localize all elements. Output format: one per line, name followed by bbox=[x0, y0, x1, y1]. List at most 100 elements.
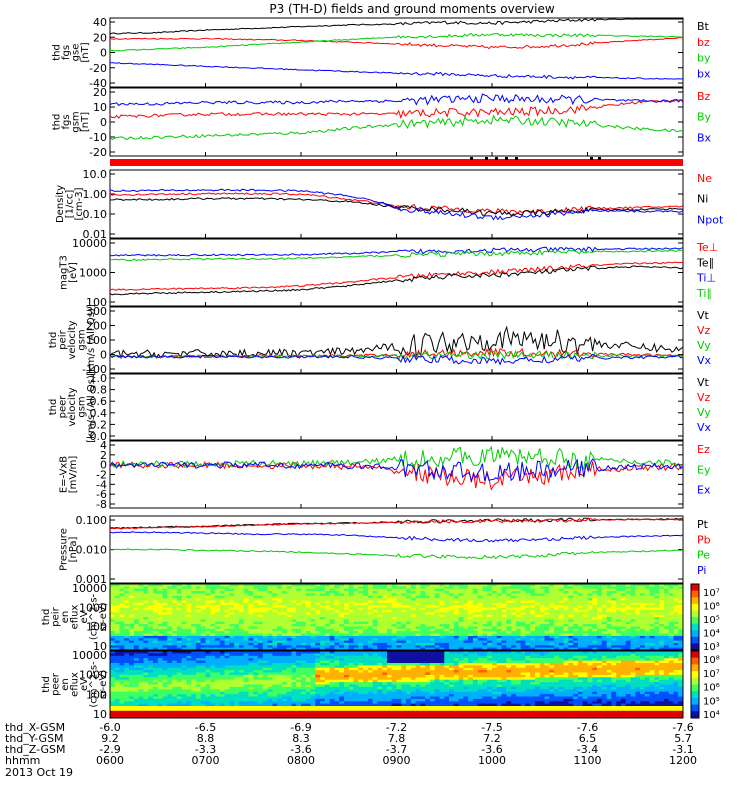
spectrogram-cell bbox=[248, 619, 254, 623]
spectrogram-cell bbox=[200, 677, 206, 681]
spectrogram-cell bbox=[219, 708, 226, 712]
spectrogram-cell bbox=[243, 631, 249, 634]
spectrogram-cell bbox=[224, 595, 230, 599]
spectrogram-cell bbox=[320, 624, 326, 627]
spectrogram-cell bbox=[301, 624, 307, 627]
spectrogram-cell bbox=[597, 647, 603, 651]
spectrogram-cell bbox=[625, 607, 631, 611]
spectrogram-cell bbox=[301, 631, 307, 634]
y-axis-label: eV bbox=[79, 678, 90, 691]
spectrogram-cell bbox=[544, 645, 550, 649]
spectrogram-cell bbox=[238, 612, 245, 616]
spectrogram-cell bbox=[286, 640, 292, 644]
spectrogram-cell bbox=[663, 584, 670, 587]
spectrogram-cell bbox=[162, 617, 168, 620]
spectrogram-cell bbox=[133, 607, 140, 611]
spectrogram-cell bbox=[434, 633, 440, 637]
y-tick-label: 100 bbox=[86, 334, 107, 347]
spectrogram-cell bbox=[630, 593, 636, 597]
spectrogram-cell bbox=[195, 598, 202, 601]
spectrogram-cell bbox=[344, 607, 350, 611]
spectrogram-cell bbox=[363, 602, 369, 606]
spectrogram-cell bbox=[176, 708, 183, 712]
spectrogram-cell bbox=[568, 626, 574, 630]
spectrogram-cell bbox=[248, 694, 254, 697]
y-tick-label: 300 bbox=[86, 305, 107, 318]
spectrogram-cell bbox=[482, 586, 488, 590]
spectrogram-cell bbox=[554, 617, 560, 620]
spectrogram-cell bbox=[420, 602, 426, 606]
spectrogram-cell bbox=[301, 696, 307, 700]
spectrogram-cell bbox=[606, 588, 612, 592]
legend-entry: Ti⊥ bbox=[696, 272, 716, 285]
series-line-Pi bbox=[109, 531, 684, 543]
spectrogram-cell bbox=[320, 682, 326, 685]
spectrogram-cell bbox=[301, 677, 307, 681]
spectrogram-cell bbox=[573, 617, 579, 620]
spectrogram-cell bbox=[406, 642, 412, 646]
y-axis-label: peer bbox=[51, 672, 62, 696]
spectrogram-cell bbox=[195, 588, 202, 592]
spectrogram-cell bbox=[272, 612, 278, 616]
spectrogram-cell bbox=[224, 645, 230, 649]
spectrogram-cell bbox=[215, 591, 221, 594]
spectrogram-cell bbox=[272, 658, 278, 662]
spectrogram-cell bbox=[210, 605, 216, 609]
spectrogram-cell bbox=[110, 638, 116, 642]
spectrogram-cell bbox=[143, 647, 149, 651]
spectrogram-cell bbox=[515, 600, 522, 604]
spectrogram-cell bbox=[286, 628, 292, 632]
spectrogram-cell bbox=[267, 628, 273, 632]
spectrogram-cell bbox=[234, 689, 240, 693]
spectrogram-cell bbox=[162, 689, 168, 693]
spectrogram-cell bbox=[138, 665, 144, 669]
spectrogram-cell bbox=[453, 607, 460, 611]
spectrogram-cell bbox=[272, 674, 278, 678]
spectrogram-cell bbox=[305, 660, 312, 664]
spectrogram-cell bbox=[558, 631, 565, 634]
spectrogram-cell bbox=[272, 670, 278, 673]
spectrogram-cell bbox=[487, 584, 493, 587]
spectrogram-cell bbox=[458, 619, 464, 623]
spectrogram-cell bbox=[238, 698, 245, 702]
spectrogram-cell bbox=[530, 633, 536, 637]
spectrogram-cell bbox=[277, 689, 283, 693]
spectrogram-cell bbox=[195, 694, 202, 697]
spectrogram-cell bbox=[277, 617, 283, 620]
spectrogram-cell bbox=[324, 614, 331, 618]
spectrogram-cell bbox=[272, 677, 278, 681]
y-tick-label: -20 bbox=[89, 146, 107, 159]
spectrogram-cell bbox=[129, 691, 135, 695]
spectrogram-cell bbox=[477, 609, 483, 613]
spectrogram-cell bbox=[305, 710, 312, 714]
spectrogram-cell bbox=[539, 638, 546, 642]
spectrogram-cell bbox=[587, 640, 593, 644]
spectrogram-cell bbox=[153, 595, 159, 599]
spectrogram-cell bbox=[635, 645, 641, 649]
spectrogram-cell bbox=[406, 607, 412, 611]
spectrogram-cell bbox=[492, 600, 498, 604]
spectrogram-cell bbox=[305, 626, 312, 630]
spectrogram-cell bbox=[243, 600, 249, 604]
spectrogram-cell bbox=[501, 626, 507, 630]
spectrogram-cell bbox=[659, 609, 665, 613]
spectrogram-cell bbox=[487, 600, 493, 604]
spectrogram-cell bbox=[324, 651, 331, 654]
spectrogram-cell bbox=[162, 645, 168, 649]
spectrogram-cell bbox=[305, 595, 312, 599]
spectrogram-cell bbox=[554, 607, 560, 611]
spectrogram-cell bbox=[339, 591, 345, 594]
spectrogram-cell bbox=[296, 602, 302, 606]
spectrogram-cell bbox=[224, 612, 230, 616]
spectrogram-cell bbox=[286, 679, 292, 683]
spectrogram-cell bbox=[205, 651, 211, 654]
spectrogram-cell bbox=[530, 586, 536, 590]
spectrogram-cell bbox=[243, 602, 249, 606]
spectrogram-cell bbox=[668, 591, 674, 594]
spectrogram-cell bbox=[425, 605, 431, 609]
spectrogram-cell bbox=[544, 602, 550, 606]
spectrogram-cell bbox=[210, 686, 216, 690]
spectrogram-cell bbox=[568, 647, 574, 651]
spectrogram-cell bbox=[391, 586, 397, 590]
